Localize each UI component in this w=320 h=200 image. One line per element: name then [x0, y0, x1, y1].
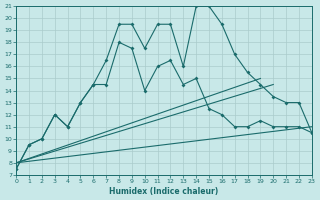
X-axis label: Humidex (Indice chaleur): Humidex (Indice chaleur) — [109, 187, 219, 196]
